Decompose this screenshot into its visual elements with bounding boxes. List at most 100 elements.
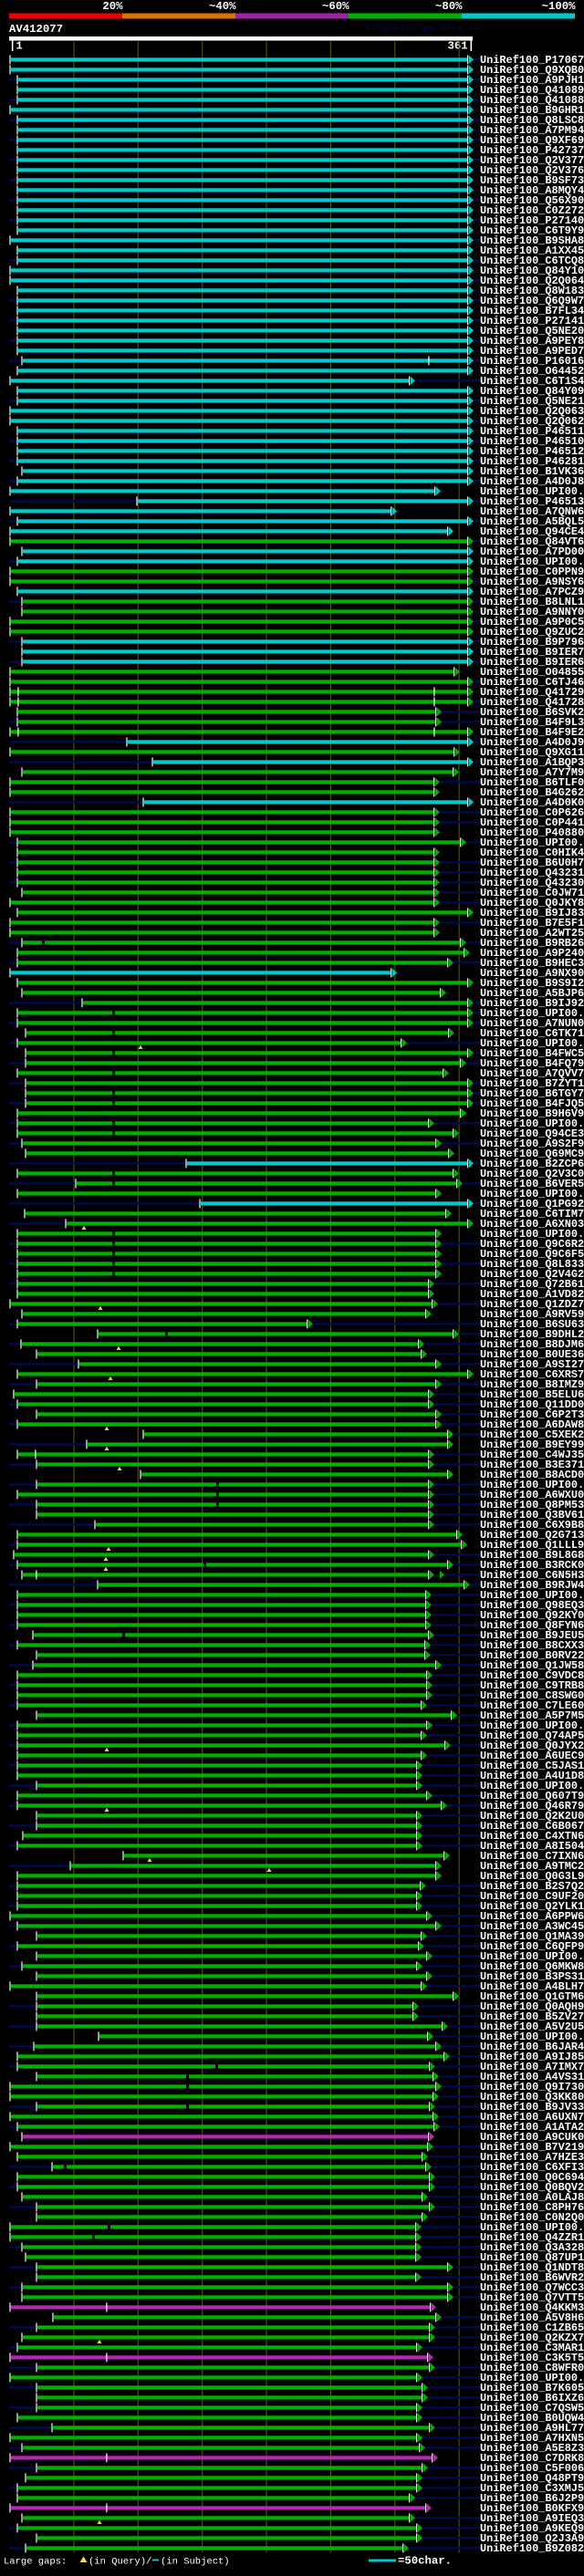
svg-text:20%: 20% <box>102 0 123 13</box>
svg-text:UniRef100_B0UE36: UniRef100_B0UE36 <box>480 1348 584 1361</box>
svg-text:UniRef100_B4FJQ5: UniRef100_B4FJQ5 <box>480 1097 584 1110</box>
svg-text:UniRef100_C6TIM7: UniRef100_C6TIM7 <box>480 1208 584 1220</box>
svg-text:UniRef100_B6SVK2: UniRef100_B6SVK2 <box>480 706 584 719</box>
svg-text:UniRef100_B8ACD0: UniRef100_B8ACD0 <box>480 1469 584 1481</box>
svg-text:UniRef100_A8MQY4: UniRef100_A8MQY4 <box>480 184 584 197</box>
svg-text:UniRef100_A9NX90: UniRef100_A9NX90 <box>480 967 584 980</box>
svg-text:UniRef100_B9DHL2: UniRef100_B9DHL2 <box>480 1328 584 1341</box>
svg-text:UniRef100_P27140: UniRef100_P27140 <box>480 214 584 227</box>
svg-text:UniRef100_B9H6V9: UniRef100_B9H6V9 <box>480 1107 584 1120</box>
svg-text:UniRef100_Q9XQB0: UniRef100_Q9XQB0 <box>480 64 584 77</box>
svg-text:UniRef100_C4XTN6: UniRef100_C4XTN6 <box>480 1830 584 1843</box>
svg-text:UniRef100_B6VER5: UniRef100_B6VER5 <box>480 1178 584 1190</box>
svg-text:UniRef100_A6WXU0: UniRef100_A6WXU0 <box>480 1489 584 1501</box>
svg-text:UniRef100_Q56X90: UniRef100_Q56X90 <box>480 194 584 207</box>
svg-text:UniRef100_A9PED7: UniRef100_A9PED7 <box>480 345 584 358</box>
svg-text:UniRef100_A5P7M5: UniRef100_A5P7M5 <box>480 1709 584 1722</box>
svg-text:UniRef100_A6XN03: UniRef100_A6XN03 <box>480 1218 584 1231</box>
svg-text:UniRef100_A9S2F9: UniRef100_A9S2F9 <box>480 1137 584 1150</box>
svg-text:UniRef100_Q6MKW8: UniRef100_Q6MKW8 <box>480 1960 584 1973</box>
svg-text:UniRef100_C6T1S4: UniRef100_C6T1S4 <box>480 375 584 388</box>
svg-text:UniRef100_B5ELU6: UniRef100_B5ELU6 <box>480 1388 584 1401</box>
svg-text:~100%: ~100% <box>542 0 577 13</box>
svg-text:UniRef100_Q43231: UniRef100_Q43231 <box>480 867 584 879</box>
svg-text:UniRef100_C7DRK8: UniRef100_C7DRK8 <box>480 2452 584 2465</box>
svg-text:UniRef100_Q87UP1: UniRef100_Q87UP1 <box>480 2251 584 2264</box>
svg-text:UniRef100_Q0AQH9: UniRef100_Q0AQH9 <box>480 2000 584 2013</box>
svg-text:UniRef100_B3E371: UniRef100_B3E371 <box>480 1459 584 1471</box>
svg-text:UniRef100_A7NUN0: UniRef100_A7NUN0 <box>480 1017 584 1030</box>
svg-text:UniRef100_Q9C6F5: UniRef100_Q9C6F5 <box>480 1248 584 1261</box>
svg-text:UniRef100_A6UEC9: UniRef100_A6UEC9 <box>480 1750 584 1762</box>
svg-text:UniRef100_C0N2Q0: UniRef100_C0N2Q0 <box>480 2211 584 2224</box>
svg-text:UniRef100_A5BQL5: UniRef100_A5BQL5 <box>480 515 584 528</box>
svg-text:UniRef100_A1XX45: UniRef100_A1XX45 <box>480 244 584 257</box>
svg-text:UniRef100_A9IEQ3: UniRef100_A9IEQ3 <box>480 2512 584 2525</box>
svg-text:UniRef100_A5BJP6: UniRef100_A5BJP6 <box>480 987 584 1000</box>
svg-text:UniRef100_A9IJ85: UniRef100_A9IJ85 <box>480 2051 584 2063</box>
svg-text:UniRef100_B2ZCP6: UniRef100_B2ZCP6 <box>480 1158 584 1170</box>
svg-text:UniRef100_P46512: UniRef100_P46512 <box>480 445 584 458</box>
svg-text:UniRef100_C3XMJ5: UniRef100_C3XMJ5 <box>480 2482 584 2495</box>
svg-text:UniRef100_Q2V4G2: UniRef100_Q2V4G2 <box>480 1268 584 1281</box>
svg-text:UniRef100_C6N5H3: UniRef100_C6N5H3 <box>480 1569 584 1582</box>
svg-text:UniRef100_UPI00..: UniRef100_UPI00.. <box>480 1188 584 1200</box>
svg-text:UniRef100_Q2V376: UniRef100_Q2V376 <box>480 164 584 177</box>
svg-text:UniRef100_Q94CE3: UniRef100_Q94CE3 <box>480 1127 584 1140</box>
svg-text:UniRef100_A6UXN7: UniRef100_A6UXN7 <box>480 2111 584 2124</box>
svg-text:AlignView.pm Beta rel.7: AlignView.pm Beta rel.7 <box>365 24 497 35</box>
svg-text:UniRef100_Q1NDT8: UniRef100_Q1NDT8 <box>480 2261 584 2274</box>
svg-text:UniRef100_UPI00..: UniRef100_UPI00.. <box>480 1479 584 1491</box>
svg-text:UniRef100_Q1PG92: UniRef100_Q1PG92 <box>480 1198 584 1210</box>
svg-text:UniRef100_A7PD00: UniRef100_A7PD00 <box>480 545 584 558</box>
svg-text:UniRef100_A9NNY0: UniRef100_A9NNY0 <box>480 606 584 618</box>
svg-text:UniRef100_C6XRS7: UniRef100_C6XRS7 <box>480 1368 584 1381</box>
svg-text:UniRef100_C0HIK4: UniRef100_C0HIK4 <box>480 847 584 859</box>
svg-text:UniRef100_C6X9B8: UniRef100_C6X9B8 <box>480 1519 584 1532</box>
svg-text:UniRef100_A6DAW8: UniRef100_A6DAW8 <box>480 1418 584 1431</box>
svg-text:UniRef100_B8DJM6: UniRef100_B8DJM6 <box>480 1338 584 1351</box>
svg-text:UniRef100_B9GHR1: UniRef100_B9GHR1 <box>480 104 584 117</box>
svg-text:|1: |1 <box>9 40 23 53</box>
svg-text:UniRef100_B2S7Q2: UniRef100_B2S7Q2 <box>480 1880 584 1893</box>
svg-text:UniRef100_C0Z272: UniRef100_C0Z272 <box>480 204 584 217</box>
svg-text:UniRef100_UPI00..: UniRef100_UPI00.. <box>480 2221 584 2234</box>
svg-text:UniRef100_Q1JW58: UniRef100_Q1JW58 <box>480 1659 584 1672</box>
svg-text:UniRef100_B9HEC3: UniRef100_B9HEC3 <box>480 957 584 970</box>
svg-text:UniRef100_B6TLF0: UniRef100_B6TLF0 <box>480 776 584 789</box>
svg-text:UniRef100_Q2Q063: UniRef100_Q2Q063 <box>480 405 584 418</box>
svg-text:UniRef100_C5XEK2: UniRef100_C5XEK2 <box>480 1428 584 1441</box>
svg-text:UniRef100_A9RV59: UniRef100_A9RV59 <box>480 1308 584 1321</box>
svg-text:UniRef100_Q2YLK1: UniRef100_Q2YLK1 <box>480 1900 584 1913</box>
svg-text:UniRef100_B6J2P9: UniRef100_B6J2P9 <box>480 2492 584 2505</box>
svg-text:=50char.: =50char. <box>398 2555 452 2568</box>
svg-text:UniRef100_Q2V3C0: UniRef100_Q2V3C0 <box>480 1168 584 1180</box>
svg-text:UniRef100_A8I504: UniRef100_A8I504 <box>480 1840 584 1853</box>
svg-text:UniRef100_A9SI27: UniRef100_A9SI27 <box>480 1358 584 1371</box>
svg-text:UniRef100_B4FQ79: UniRef100_B4FQ79 <box>480 1057 584 1070</box>
svg-text:UniRef100_Q0BQV2: UniRef100_Q0BQV2 <box>480 2181 584 2194</box>
svg-text:UniRef100_Q98EQ3: UniRef100_Q98EQ3 <box>480 1599 584 1612</box>
svg-text:UniRef100_Q9I730: UniRef100_Q9I730 <box>480 2081 584 2093</box>
svg-text:UniRef100_Q43230: UniRef100_Q43230 <box>480 877 584 889</box>
svg-text:UniRef100_B8LNL1: UniRef100_B8LNL1 <box>480 596 584 608</box>
svg-text:UniRef100_Q74AP5: UniRef100_Q74AP5 <box>480 1729 584 1742</box>
svg-text:361|: 361| <box>447 40 474 53</box>
svg-text:UniRef100_Q69MC9: UniRef100_Q69MC9 <box>480 1148 584 1160</box>
svg-text:UniRef100_C6TK71: UniRef100_C6TK71 <box>480 1027 584 1040</box>
svg-text:~60%: ~60% <box>322 0 349 13</box>
svg-text:UniRef100_A9KEQ9: UniRef100_A9KEQ9 <box>480 2522 584 2535</box>
svg-text:UniRef100_B6U0H7: UniRef100_B6U0H7 <box>480 857 584 869</box>
svg-text:UniRef100_UPI00..: UniRef100_UPI00.. <box>480 1780 584 1792</box>
svg-text:UniRef100_B9JEU5: UniRef100_B9JEU5 <box>480 1629 584 1642</box>
svg-text:UniRef100_Q0G3L9: UniRef100_Q0G3L9 <box>480 1870 584 1883</box>
svg-text:UniRef100_P46281: UniRef100_P46281 <box>480 455 584 468</box>
svg-text:UniRef100_C6T9Y9: UniRef100_C6T9Y9 <box>480 224 584 237</box>
svg-text:UniRef100_Q9XG11: UniRef100_Q9XG11 <box>480 746 584 759</box>
svg-text:UniRef100_A9P0C5: UniRef100_A9P0C5 <box>480 616 584 628</box>
svg-text:UniRef100_A7PCZ9: UniRef100_A7PCZ9 <box>480 586 584 598</box>
svg-text:UniRef100_C7LE60: UniRef100_C7LE60 <box>480 1699 584 1712</box>
svg-text:UniRef100_B7E5F1: UniRef100_B7E5F1 <box>480 917 584 930</box>
svg-text:UniRef100_Q94CE4: UniRef100_Q94CE4 <box>480 525 584 538</box>
svg-text:UniRef100_Q11DD0: UniRef100_Q11DD0 <box>480 1398 584 1411</box>
